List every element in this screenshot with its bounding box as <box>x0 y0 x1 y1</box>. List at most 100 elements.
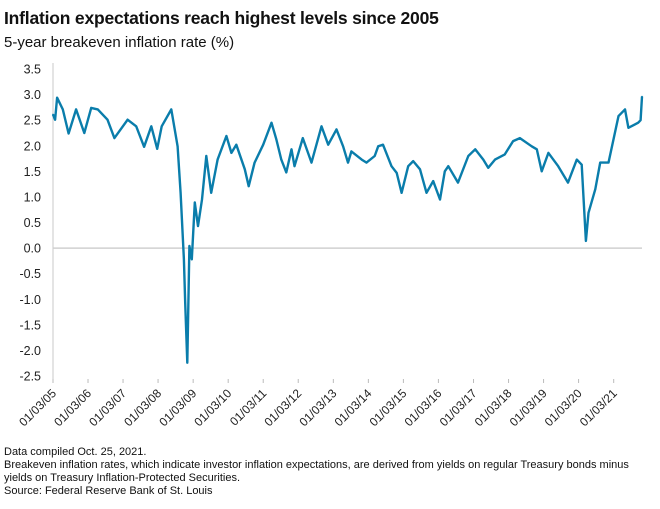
y-tick-label: -2.0 <box>19 344 41 358</box>
data-point <box>342 145 345 148</box>
data-point <box>135 125 138 128</box>
x-tick-label: 01/03/15 <box>367 386 410 429</box>
data-point <box>176 145 179 148</box>
data-point <box>518 137 521 139</box>
y-tick-label: -0.5 <box>19 267 41 281</box>
data-point <box>230 152 233 154</box>
data-point <box>310 161 313 164</box>
data-point <box>75 108 78 111</box>
data-point <box>390 165 393 168</box>
data-point <box>617 115 620 117</box>
data-point <box>106 118 109 121</box>
data-point <box>360 158 363 161</box>
data-point <box>61 108 64 111</box>
data-point <box>639 119 642 122</box>
data-point <box>210 191 213 194</box>
data-point <box>425 191 428 194</box>
data-point <box>301 137 304 139</box>
y-tick-label: 1.5 <box>24 165 41 179</box>
x-tick-label: 01/03/21 <box>577 386 620 429</box>
footer-note: Breakeven inflation rates, which indicat… <box>4 459 629 484</box>
data-point <box>67 132 70 135</box>
data-point <box>253 161 256 164</box>
data-point <box>594 188 597 191</box>
data-point <box>637 121 640 124</box>
data-point <box>182 258 185 261</box>
data-point <box>407 165 410 168</box>
x-tick-label: 01/03/13 <box>297 386 340 429</box>
data-point <box>395 171 398 174</box>
data-point <box>419 168 421 171</box>
x-tick-label: 01/03/08 <box>121 386 164 429</box>
y-tick-label: 0.0 <box>24 242 41 256</box>
data-point <box>575 158 578 161</box>
y-tick-label: -1.5 <box>19 318 41 332</box>
data-point <box>293 165 296 168</box>
data-point <box>160 125 163 128</box>
data-point <box>235 143 238 146</box>
y-tick-label: 2.5 <box>24 114 41 128</box>
data-point <box>280 158 283 161</box>
data-point <box>432 180 435 182</box>
x-tick-label: 01/03/17 <box>437 386 480 429</box>
data-point <box>487 166 490 169</box>
x-tick-label: 01/03/19 <box>507 386 550 429</box>
data-point <box>150 125 153 128</box>
data-point <box>188 245 191 247</box>
data-point <box>482 158 485 161</box>
y-tick-label: 0.5 <box>24 216 41 230</box>
x-tick-label: 01/03/14 <box>332 386 375 429</box>
x-tick-label: 01/03/05 <box>16 386 59 429</box>
data-point <box>56 96 59 99</box>
data-point <box>179 191 182 194</box>
x-tick-label: 01/03/07 <box>86 386 129 429</box>
data-point <box>290 148 293 151</box>
data-point <box>197 225 199 227</box>
data-point <box>243 168 246 171</box>
data-point <box>624 108 626 111</box>
data-point <box>156 147 159 150</box>
data-point <box>270 121 273 124</box>
footer-compiled: Data compiled Oct. 25, 2021. <box>4 446 147 458</box>
data-point <box>412 160 415 163</box>
x-tick-label: 01/03/18 <box>472 386 515 429</box>
data-point <box>567 181 569 184</box>
data-point <box>512 140 515 143</box>
data-point <box>457 181 459 184</box>
chart-footer: Data compiled Oct. 25, 2021. Breakeven i… <box>4 446 659 498</box>
data-point <box>587 211 590 214</box>
data-point <box>335 128 338 131</box>
data-point <box>170 108 173 111</box>
data-point <box>143 145 145 148</box>
x-tick-label: 01/03/16 <box>402 386 445 429</box>
data-point <box>373 155 376 157</box>
data-point <box>275 138 278 141</box>
data-point <box>400 191 403 194</box>
y-tick-label: 3.0 <box>24 88 41 102</box>
series-line <box>51 96 644 364</box>
data-point <box>184 301 187 304</box>
data-point <box>96 108 99 111</box>
chart-subtitle: 5-year breakeven inflation rate (%) <box>4 34 235 51</box>
data-point <box>365 161 368 164</box>
y-tick-label: 3.5 <box>24 63 41 77</box>
data-point <box>350 150 353 153</box>
data-point <box>186 361 189 364</box>
data-point <box>439 198 441 201</box>
y-tick-label: 2.0 <box>24 139 41 153</box>
chart-title: Inflation expectations reach highest lev… <box>4 8 439 28</box>
data-point <box>52 113 54 116</box>
x-tick-label: 01/03/06 <box>51 386 94 429</box>
data-point <box>382 143 384 146</box>
data-point <box>262 143 265 146</box>
data-point <box>540 170 543 173</box>
x-tick-label: 01/03/20 <box>542 386 585 429</box>
data-point <box>494 158 496 161</box>
data-point <box>607 161 610 164</box>
data-point <box>205 155 208 157</box>
data-point <box>377 145 380 148</box>
data-point <box>320 125 323 128</box>
x-tick-label: 01/03/12 <box>261 386 304 429</box>
data-point <box>193 201 196 204</box>
data-point <box>190 258 193 261</box>
